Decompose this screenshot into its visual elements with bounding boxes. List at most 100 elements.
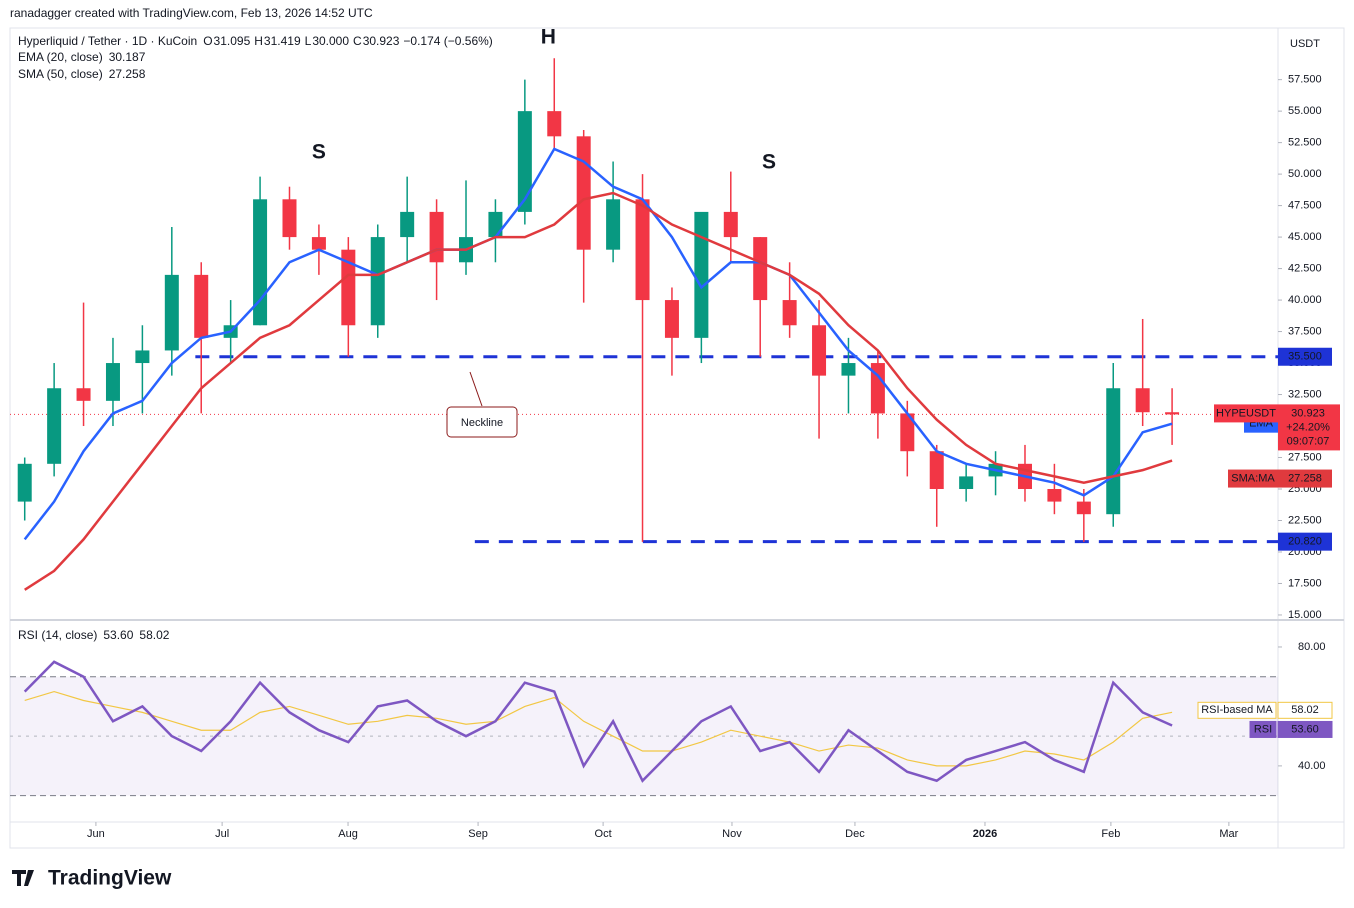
neckline-label: Neckline [461,417,503,429]
y-tick-label: 42.500 [1288,262,1322,274]
candle-body [1047,489,1062,502]
candle-body [664,300,679,338]
y-tick-label: 55.000 [1288,105,1322,117]
ma-line [24,191,1173,591]
y-tick-label: 80.00 [1298,641,1326,653]
currency: USDT [1290,38,1320,50]
ohlc-value: 30.923 [363,34,400,48]
candle-body [47,388,62,464]
series-value-tag [1277,720,1333,738]
ohlc-value: 31.095 [214,34,251,48]
candle-body [1106,388,1121,515]
y-tick-label: 45.000 [1288,231,1322,243]
x-tick-label: Jul [215,828,229,840]
level-tag [1278,532,1332,551]
series-tag [1197,701,1277,719]
series-tag [1249,720,1277,738]
x-tick-label: Sep [468,828,488,840]
ohlc-label: O [203,34,212,48]
series-tag [1228,469,1278,488]
candle-body [782,300,797,326]
level-tag-label: 35.500 [1288,351,1322,363]
pattern-label: S [312,141,326,164]
candle-body [694,211,709,338]
y-tick-label: 50.000 [1288,168,1322,180]
pattern-label: S [762,151,776,174]
candle-body [1135,388,1150,413]
candle-body [841,363,856,376]
level-tag [1278,347,1332,366]
candle-body [17,463,32,502]
candle-body [400,211,415,238]
y-tick-label: 15.000 [1288,609,1322,621]
x-tick-label: Aug [338,828,358,840]
legend-value: 27.258 [109,67,146,81]
candle-body [723,211,738,238]
series-value-tag [1278,469,1332,488]
candle-body [282,199,297,238]
candle-body [105,363,120,401]
candle-body [517,111,532,212]
candle-body [194,274,209,338]
x-tick-label: Oct [595,828,612,840]
series-tag-label: SMA:MA [1231,472,1275,484]
candle-body [370,237,385,326]
candle-body [959,476,974,490]
legend-value: 53.60 [103,628,133,642]
x-tick-label: 2026 [973,828,997,840]
legend-value: 30.187 [109,50,146,64]
candle-body [753,237,768,301]
candle-body [812,325,827,376]
level-tag-label: 20.820 [1288,536,1322,548]
x-tick-label: Feb [1101,828,1120,840]
legend-name: EMA (20, close) [18,50,103,64]
candle-body [341,249,356,326]
ohlc-value: 30.000 [312,34,349,48]
rsi-line [23,660,1173,783]
candle-body [488,211,503,238]
y-tick-label: 40.00 [1298,760,1326,772]
rsi-line [24,690,1173,767]
y-tick-label: 47.500 [1288,200,1322,212]
series-value-label: 27.258 [1288,472,1322,484]
price-tag [1278,404,1340,451]
candle-body [135,350,150,364]
candle-body [900,413,915,452]
y-tick-label: 57.500 [1288,74,1322,86]
change: −0.174 (−0.56%) [403,34,492,48]
y-tick-label: 17.500 [1288,577,1322,589]
series-value-label: 58.02 [1291,704,1319,716]
candle-body [635,199,650,301]
candle-body [164,274,179,351]
legend-name: RSI (14, close) [18,628,97,642]
candle-body [429,211,444,263]
frame [9,27,1345,849]
candle-body [1076,501,1091,515]
neckline-box [446,406,518,438]
credit: ranadagger created with TradingView.com,… [10,6,373,20]
neckline-pointer [469,371,483,407]
y-tick-label: 22.500 [1288,514,1322,526]
series-tag-label: RSI-based MA [1201,704,1273,716]
x-tick-label: Nov [722,828,742,840]
ohlc-label: H [254,34,263,48]
y-tick-label: 32.500 [1288,388,1322,400]
series-tag-label: RSI [1254,723,1272,735]
ma-line [23,147,1173,541]
y-tick-label: 52.500 [1288,137,1322,149]
brand: TradingView [48,867,172,890]
pattern-label: H [541,26,556,49]
price-tag-value: 30.923 [1291,407,1325,419]
logo [12,870,34,886]
ohlc-label: L [305,34,312,48]
x-tick-label: Mar [1219,828,1238,840]
legend-name: SMA (50, close) [18,67,103,81]
candle-body [929,451,944,490]
y-tick-label: 37.500 [1288,325,1322,337]
candle-body [76,388,91,401]
candle-body [311,237,326,250]
series-value-label: 53.60 [1291,723,1319,735]
series-value-tag [1277,701,1333,719]
candle-body [1165,412,1180,415]
